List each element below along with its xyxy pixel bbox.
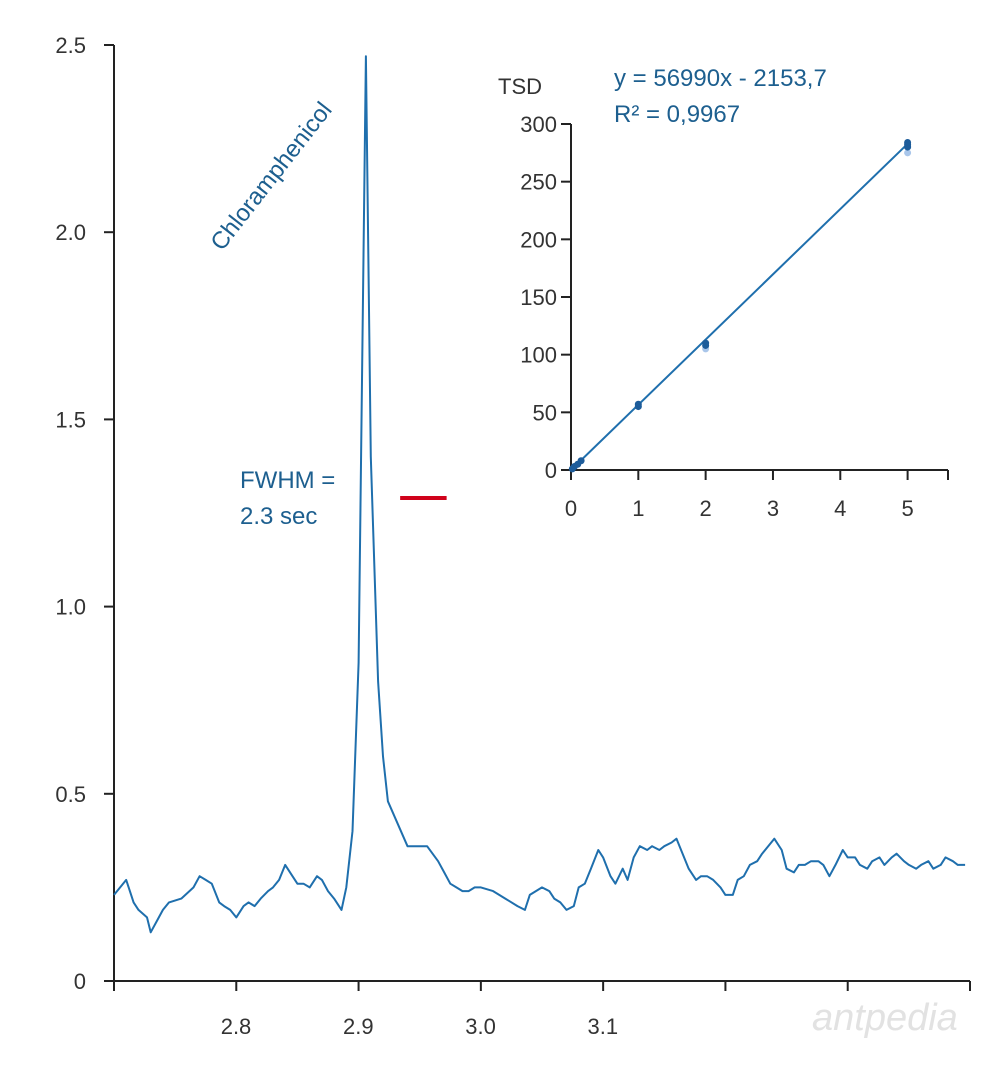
fwhm-label-line1: FWHM = [240,467,335,494]
fit-equation: y = 56990x - 2153,7 [614,65,827,92]
calibration-point [634,400,642,408]
inset-y-tick-label: 300 [520,112,557,137]
fit-r-squared: R² = 0,9967 [614,101,740,128]
inset-calibration-plot: 0 50 100 150 200 250 300 0 1 2 3 4 5 TSD y = 56990x… [498,65,949,521]
main-x-ticks: 2.8 2.9 3.0 3.1 [113,981,971,1039]
inset-x-tick-label: 5 [901,496,913,521]
main-y-tick-label: 1.0 [55,595,86,620]
compound-label: Chloramphenicol [205,97,337,256]
inset-x-tick-label: 4 [834,496,846,521]
regression-line [570,143,909,471]
inset-y-tick-label: 250 [520,170,557,195]
calibration-point [702,339,710,347]
inset-x-ticks: 0 1 2 3 4 5 [565,470,949,521]
main-plot: 0 0.5 1.0 1.5 2.0 2.5 2.8 2.9 3.0 3.1 Chloramphe… [55,33,971,1039]
chromatogram-trace [113,55,966,934]
inset-y-axis-label: TSD [498,74,542,99]
fwhm-label-line2: 2.3 sec [240,503,317,530]
inset-x-tick-label: 0 [565,496,577,521]
main-y-ticks: 0 0.5 1.0 1.5 2.0 2.5 [55,33,114,994]
main-x-tick-label: 3.0 [465,1014,496,1039]
inset-x-tick-label: 1 [632,496,644,521]
inset-y-ticks: 0 50 100 150 200 250 300 [520,112,571,483]
inset-x-tick-label: 2 [700,496,712,521]
calibration-point [904,138,912,146]
inset-y-tick-label: 50 [533,400,557,425]
inset-x-tick-label: 3 [767,496,779,521]
main-x-tick-label: 2.8 [221,1014,252,1039]
inset-y-tick-label: 0 [545,458,557,483]
main-y-tick-label: 2.0 [55,220,86,245]
main-y-tick-label: 2.5 [55,33,86,58]
main-y-tick-label: 0 [74,969,86,994]
main-y-tick-label: 1.5 [55,407,86,432]
main-x-tick-label: 2.9 [343,1014,374,1039]
inset-y-tick-label: 200 [520,227,557,252]
calibration-point [577,457,585,465]
main-x-tick-label: 3.1 [588,1014,619,1039]
main-y-tick-label: 0.5 [55,782,86,807]
watermark: antpedia [812,997,958,1039]
calibration-points [568,138,912,473]
inset-y-tick-label: 150 [520,285,557,310]
calibration-point [904,149,912,157]
inset-y-tick-label: 100 [520,343,557,368]
